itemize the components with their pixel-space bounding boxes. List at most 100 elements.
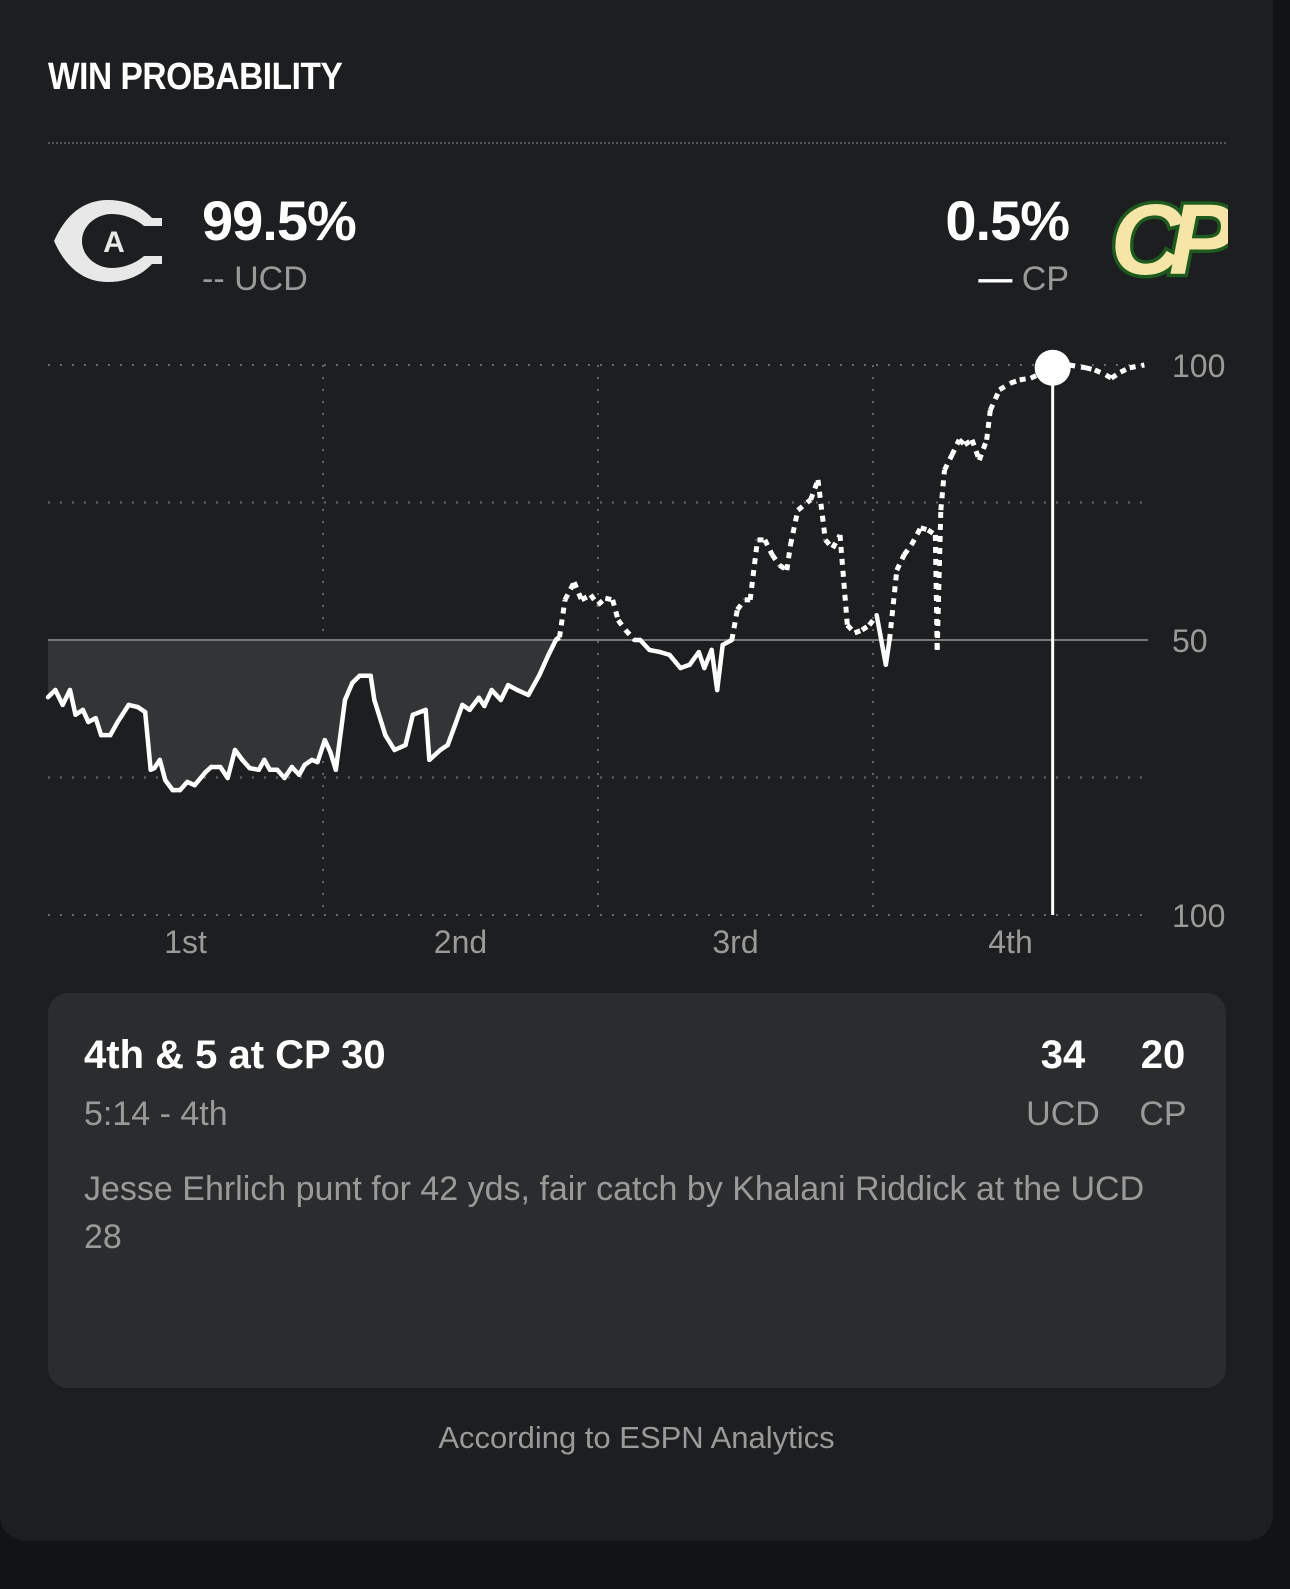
ucd-line-segment	[837, 534, 850, 626]
ucd-line-segment	[1019, 375, 1032, 383]
ucd-legend: -- UCD	[202, 260, 308, 299]
y-tick-label: 100	[1172, 348, 1225, 384]
solid-legend-glyph: —	[978, 260, 1013, 298]
cp-line-segment	[315, 737, 328, 765]
cp-line-segment	[445, 723, 458, 748]
ucd-line-segment	[1009, 377, 1021, 386]
ucd-line-segment	[596, 596, 608, 607]
ucd-line-segment	[1068, 362, 1087, 371]
cp-line-segment	[427, 747, 443, 763]
ucd-line-segment	[762, 538, 775, 556]
cp-line-segment	[883, 637, 892, 667]
y-tick-label: 100	[1172, 898, 1225, 934]
cp-line-segment	[142, 709, 153, 773]
ucd-line-segment	[887, 569, 900, 641]
cp-score-label: CP	[1139, 1095, 1187, 1133]
ucd-line-segment	[1109, 370, 1122, 381]
cp-line-segment	[423, 707, 432, 763]
cp-line-segment	[115, 702, 131, 725]
cp-line-segment	[93, 715, 104, 738]
ucd-line-segment	[580, 592, 592, 603]
play-card: 4th & 5 at CP 30 5:14 - 4th 34 20 UCD CP…	[48, 993, 1226, 1388]
ucd-line-segment	[616, 618, 628, 632]
ucd-line-segment	[562, 581, 577, 602]
cp-abbr: CP	[1021, 260, 1069, 298]
cp-line-segment	[403, 712, 416, 748]
cp-line-segment	[225, 747, 238, 781]
ucd-line-segment	[860, 623, 871, 633]
cp-line-segment	[482, 687, 494, 709]
ucd-line-segment	[1129, 362, 1145, 371]
down-and-distance: 4th & 5 at CP 30	[84, 1033, 386, 1077]
ucd-line-segment	[823, 538, 835, 550]
divider	[48, 142, 1226, 144]
ucd-line-segment	[557, 599, 568, 638]
ucd-line-segment	[988, 388, 1002, 412]
x-tick-label: 3rd	[712, 924, 758, 960]
cp-line-segment	[720, 637, 735, 648]
cp-line-segment	[383, 732, 397, 753]
ucd-line-segment	[984, 409, 993, 441]
ucd-line-segment	[571, 581, 584, 601]
cp-line-segment	[467, 695, 482, 713]
ucd-line-segment	[867, 613, 879, 627]
ucd-line-segment	[778, 563, 789, 573]
cp-line-segment	[714, 642, 725, 693]
y-tick-label: 50	[1172, 623, 1208, 659]
cp-win-pct: 0.5%	[945, 189, 1070, 252]
ucd-line-segment	[938, 469, 947, 511]
ucd-line-segment	[623, 628, 637, 642]
cp-line-segment	[372, 697, 388, 738]
cp-line-segment	[108, 719, 120, 738]
ucd-score-label: UCD	[1026, 1095, 1100, 1133]
ucd-line-segment	[963, 437, 974, 447]
cp-line-segment	[537, 652, 551, 678]
ucd-line-segment	[784, 544, 793, 571]
cp-line-segment	[526, 672, 542, 698]
win-probability-card: WIN PROBABILITY A 99.5% -- UCD 0.5% — CP…	[0, 0, 1273, 1541]
ucd-line-segment	[949, 438, 962, 457]
ucd-line-segment	[815, 479, 828, 541]
cp-score: 20	[1140, 1033, 1186, 1077]
ucd-abbr: UCD	[234, 260, 308, 298]
ucd-line-segment	[976, 438, 990, 461]
ucd-line-segment	[909, 526, 923, 547]
ucd-line-segment	[735, 598, 747, 612]
cp-line-segment	[67, 687, 78, 718]
ucd-line-segment	[942, 454, 955, 472]
ucd-line-segment	[788, 509, 801, 546]
play-description: Jesse Ehrlich punt for 42 yds, fair catc…	[84, 1170, 1145, 1256]
ucd-line-segment	[604, 595, 614, 603]
cp-line-segment	[333, 697, 348, 773]
x-tick-label: 2nd	[434, 924, 487, 960]
cp-line-segment	[667, 652, 683, 671]
cp-legend: — CP	[978, 260, 1069, 299]
ucd-line-segment	[902, 543, 914, 557]
analytics-credit: According to ESPN Analytics	[438, 1420, 835, 1455]
ucd-line-segment	[796, 497, 813, 513]
ucd-line-segment	[926, 527, 937, 538]
ucd-line-segment	[845, 623, 857, 635]
cp-logo: CP	[1107, 182, 1228, 300]
cp-line-segment	[368, 673, 377, 703]
ucd-line-segment	[1119, 365, 1131, 375]
ucd-line-segment	[554, 635, 561, 643]
logo-text: CP	[1111, 184, 1228, 296]
x-tick-label: 1st	[164, 924, 207, 960]
logo-letter: A	[103, 226, 125, 259]
ucd-line-segment	[1104, 372, 1113, 381]
ucd-line-segment	[957, 437, 967, 447]
ucd-line-segment	[934, 510, 944, 650]
cp-line-segment	[452, 702, 465, 728]
ucd-score: 34	[1040, 1033, 1086, 1077]
ucd-line-segment	[894, 553, 907, 572]
section-title: WIN PROBABILITY	[48, 56, 343, 98]
ucd-line-segment	[853, 627, 863, 636]
ucd-line-segment	[919, 525, 929, 533]
ucd-logo: A	[54, 200, 162, 282]
cp-line-segment	[498, 682, 511, 703]
dashed-legend-glyph: --	[202, 260, 225, 298]
scrubber-handle	[1034, 349, 1071, 386]
cp-line-segment	[342, 680, 355, 703]
ucd-line-segment	[770, 553, 782, 567]
